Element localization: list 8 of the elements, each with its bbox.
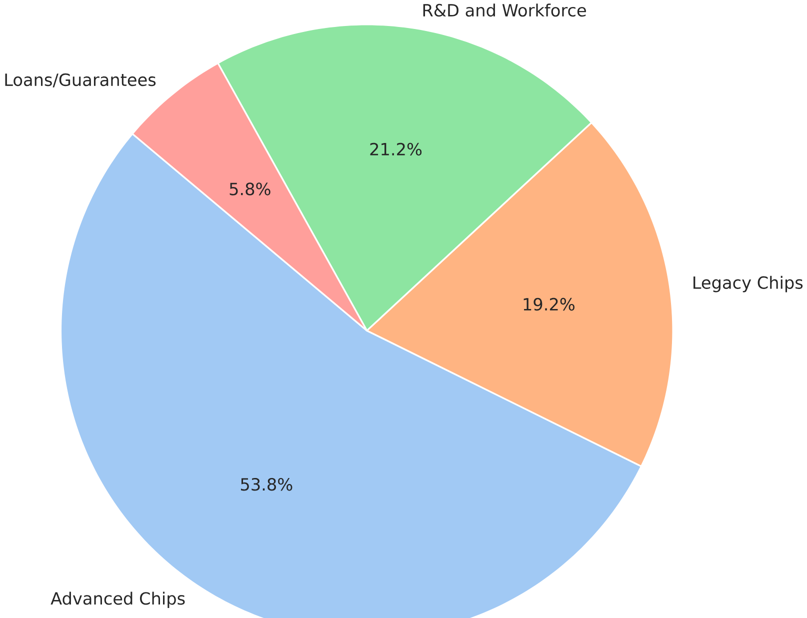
slice-label: Legacy Chips [694, 276, 803, 292]
data-label: 19.2% [524, 298, 574, 310]
data-label: 5.8% [230, 182, 270, 196]
slice-label: R&D and Workforce [423, 3, 586, 16]
data-label: 21.2% [370, 142, 422, 156]
slice-label: Advanced Chips [50, 592, 185, 608]
slice-label: Loans/Guarantees [5, 73, 156, 88]
data-label: 53.8% [240, 478, 292, 491]
